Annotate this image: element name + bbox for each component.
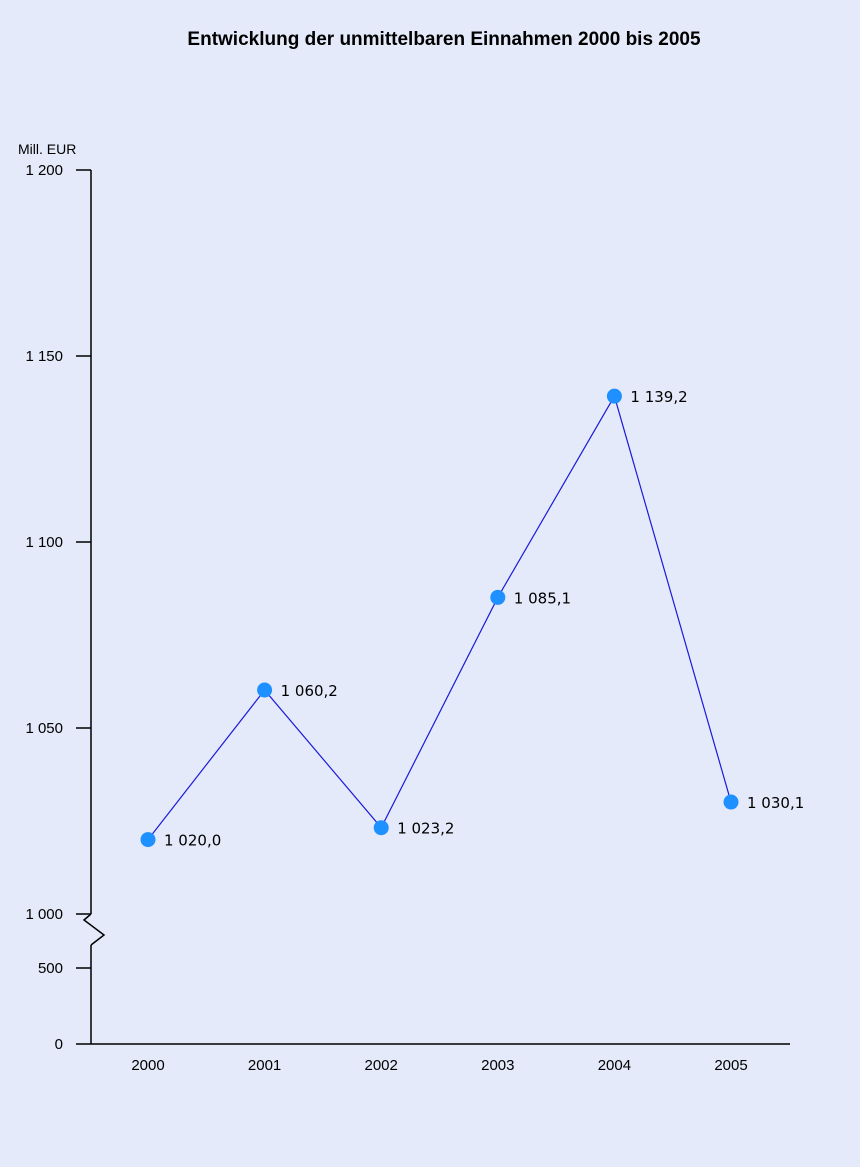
chart-title: Entwicklung der unmittelbaren Einnahmen …	[187, 29, 701, 50]
y-axis-break-mark	[82, 913, 106, 946]
y-tick-label: 1 000	[25, 906, 63, 923]
y-tick-label: 1 050	[25, 720, 63, 737]
y-tick-label: 1 150	[25, 348, 63, 365]
y-tick-label: 0	[55, 1036, 63, 1053]
data-point	[257, 682, 273, 698]
series: 1 020,0 1 060,2 1 023,2 1 085,1 1 139,2 1 030…	[140, 388, 804, 850]
x-tick-label: 2003	[481, 1057, 514, 1074]
y-tick-label: 1 100	[25, 534, 63, 551]
x-tick-label: 2002	[365, 1057, 398, 1074]
data-label: 1 060,2	[281, 682, 338, 700]
x-ticks: 2000 2001 2002 2003 2004 2005	[131, 1057, 747, 1074]
axes	[82, 170, 790, 1045]
y-tick-label: 1 200	[25, 162, 63, 179]
data-point	[140, 832, 156, 848]
x-tick-label: 2004	[598, 1057, 631, 1074]
y-ticks: 0 500 1 000 1 050 1 100 1 150 1 200	[25, 162, 91, 1053]
data-label: 1 139,2	[630, 388, 687, 406]
x-tick-label: 2001	[248, 1057, 281, 1074]
data-label: 1 085,1	[514, 589, 571, 607]
y-axis-unit-label: Mill. EUR	[18, 141, 76, 157]
data-point	[373, 820, 389, 836]
series-line	[147, 394, 732, 840]
data-label: 1 030,1	[747, 794, 804, 812]
y-tick-label: 500	[38, 960, 63, 977]
data-point	[606, 388, 622, 404]
data-label: 1 023,2	[397, 820, 454, 838]
data-label: 1 020,0	[164, 832, 221, 850]
data-point	[723, 794, 739, 810]
data-point	[490, 589, 506, 605]
x-tick-label: 2000	[131, 1057, 164, 1074]
x-tick-label: 2005	[714, 1057, 747, 1074]
